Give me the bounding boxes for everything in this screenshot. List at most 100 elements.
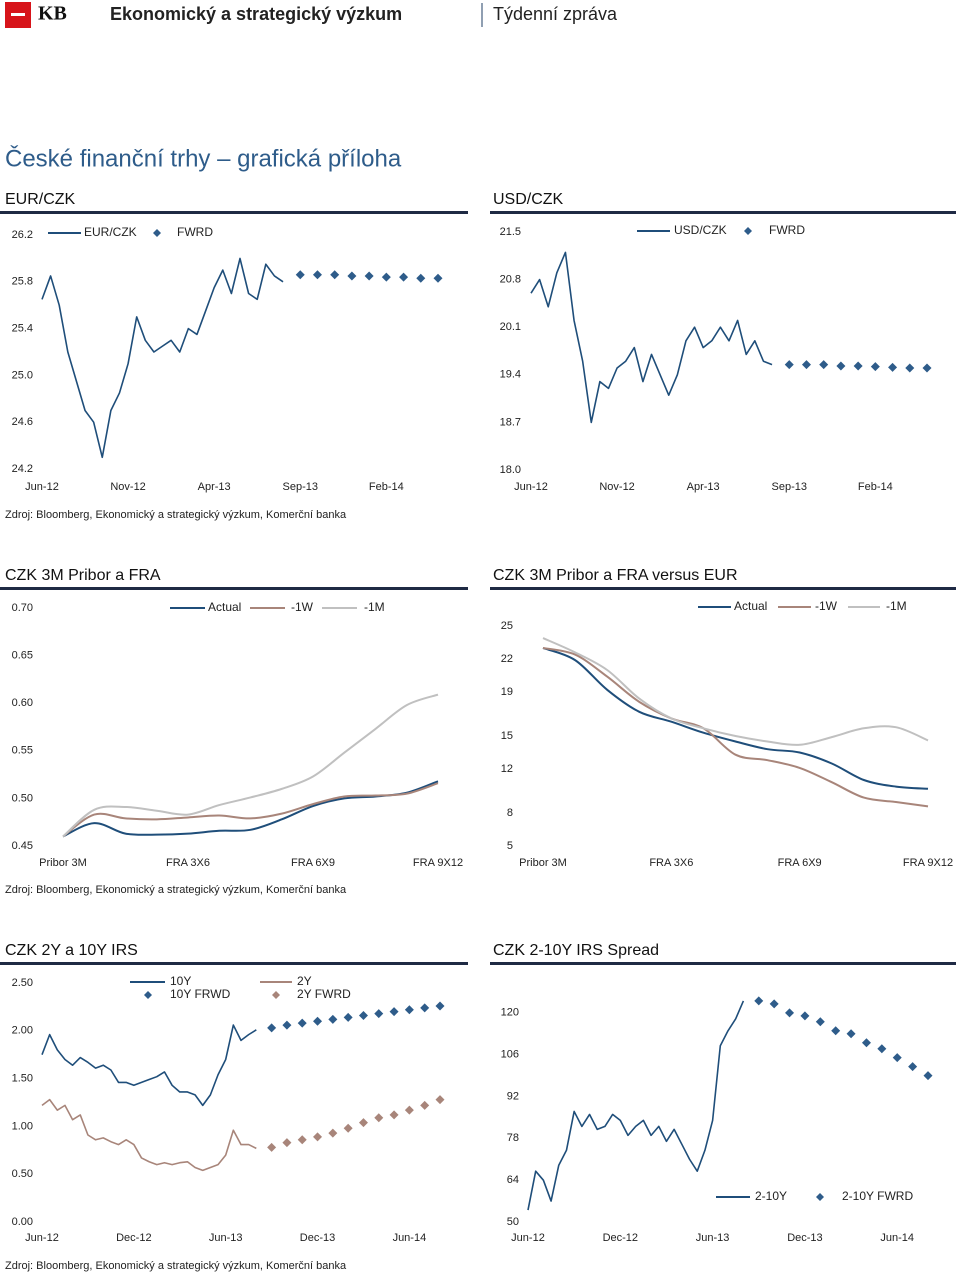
forward-marker — [389, 1110, 399, 1120]
y-tick-label: 0.70 — [12, 602, 33, 614]
x-tick-label: Dec-12 — [603, 1232, 638, 1244]
x-tick-label: Dec-12 — [116, 1232, 151, 1244]
forward-marker — [420, 1003, 430, 1013]
forward-marker — [347, 271, 357, 281]
legend-label: 10Y — [170, 974, 191, 988]
y-tick-label: 1.00 — [12, 1120, 33, 1132]
forward-marker — [297, 1135, 307, 1145]
x-tick-label: Feb-14 — [369, 481, 404, 493]
y-tick-label: 0.50 — [12, 1168, 33, 1180]
forward-marker — [297, 1018, 307, 1028]
forward-marker — [846, 1029, 856, 1039]
chart-title: EUR/CZK — [5, 191, 76, 208]
forward-marker — [800, 1011, 810, 1021]
forward-marker — [877, 1044, 887, 1054]
y-tick-label: 106 — [501, 1049, 519, 1061]
legend-label: 2Y FWRD — [297, 987, 351, 1001]
forward-marker — [381, 272, 391, 282]
y-tick-label: 0.65 — [12, 650, 33, 662]
legend-swatch — [744, 227, 752, 235]
forward-marker — [399, 272, 409, 282]
x-tick-label: Feb-14 — [858, 481, 893, 493]
header-title: Ekonomický a strategický výzkum — [110, 4, 402, 24]
logo-text: KB — [38, 3, 67, 25]
y-tick-label: 25.4 — [12, 323, 33, 335]
y-tick-label: 21.5 — [500, 226, 521, 238]
forward-marker — [374, 1113, 384, 1123]
forward-marker — [282, 1020, 292, 1030]
source: Zdroj: Bloomberg, Ekonomický a strategic… — [5, 884, 347, 896]
title-rule — [0, 962, 468, 965]
x-tick-label: Apr-13 — [198, 481, 231, 493]
forward-marker — [312, 270, 322, 280]
legend-swatch — [153, 229, 161, 237]
title-rule — [490, 211, 956, 214]
chart-title: CZK 2-10Y IRS Spread — [493, 942, 659, 959]
forward-marker — [328, 1128, 338, 1138]
forward-marker — [330, 270, 340, 280]
forward-marker — [908, 1062, 918, 1072]
y-tick-label: 0.00 — [12, 1216, 33, 1228]
x-tick-label: Dec-13 — [787, 1232, 822, 1244]
y-tick-label: 0.50 — [12, 792, 33, 804]
x-tick-label: FRA 3X6 — [166, 857, 210, 869]
forward-marker — [267, 1142, 277, 1152]
x-tick-label: Dec-13 — [300, 1232, 335, 1244]
forward-marker — [267, 1023, 277, 1033]
x-tick-label: Jun-14 — [880, 1232, 914, 1244]
x-tick-label: Jun-12 — [511, 1232, 545, 1244]
forward-marker — [404, 1105, 414, 1115]
y-tick-label: 18.0 — [500, 464, 521, 476]
legend-swatch — [816, 1193, 824, 1201]
logo-bar — [11, 13, 25, 16]
series-line — [542, 647, 929, 808]
y-tick-label: 25 — [501, 620, 513, 632]
x-tick-label: FRA 3X6 — [649, 857, 693, 869]
y-tick-label: 25.0 — [12, 369, 33, 381]
forward-marker — [433, 273, 443, 283]
series-line — [41, 1098, 257, 1172]
legend-label: -1W — [815, 599, 838, 613]
y-tick-label: 24.6 — [12, 416, 33, 428]
forward-marker — [328, 1014, 338, 1024]
y-tick-label: 2.50 — [12, 977, 33, 989]
forward-marker — [923, 1071, 933, 1081]
y-tick-label: 24.2 — [12, 463, 33, 475]
y-tick-label: 15 — [501, 730, 513, 742]
x-tick-label: FRA 9X12 — [413, 857, 463, 869]
series-line — [542, 637, 929, 746]
x-tick-label: Jun-13 — [696, 1232, 730, 1244]
title-rule — [490, 587, 956, 590]
y-tick-label: 92 — [507, 1090, 519, 1102]
title-rule — [0, 211, 468, 214]
x-tick-label: Pribor 3M — [39, 857, 87, 869]
x-tick-label: Pribor 3M — [519, 857, 567, 869]
forward-marker — [819, 360, 829, 370]
y-tick-label: 20.1 — [500, 321, 521, 333]
legend-label: -1M — [364, 600, 385, 614]
forward-marker — [295, 270, 305, 280]
legend-label: FWRD — [769, 223, 805, 237]
legend-label: EUR/CZK — [84, 225, 137, 239]
forward-marker — [853, 361, 863, 371]
x-tick-label: Apr-13 — [687, 481, 720, 493]
y-tick-label: 120 — [501, 1007, 519, 1019]
legend-swatch — [144, 991, 152, 999]
forward-marker — [836, 361, 846, 371]
y-tick-label: 0.45 — [12, 840, 33, 852]
y-tick-label: 64 — [507, 1174, 519, 1186]
forward-marker — [313, 1132, 323, 1142]
series-line — [41, 257, 284, 459]
x-tick-label: FRA 6X9 — [778, 857, 822, 869]
forward-marker — [801, 360, 811, 370]
forward-marker — [358, 1118, 368, 1128]
chart-title: USD/CZK — [493, 191, 564, 208]
forward-marker — [870, 362, 880, 372]
forward-marker — [343, 1012, 353, 1022]
source: Zdroj: Bloomberg, Ekonomický a strategic… — [5, 1260, 347, 1272]
chart-title: CZK 3M Pribor a FRA versus EUR — [493, 567, 738, 584]
series-line — [62, 780, 439, 838]
legend-label: Actual — [208, 600, 241, 614]
chart-title: CZK 2Y a 10Y IRS — [5, 942, 138, 959]
forward-marker — [905, 363, 915, 373]
